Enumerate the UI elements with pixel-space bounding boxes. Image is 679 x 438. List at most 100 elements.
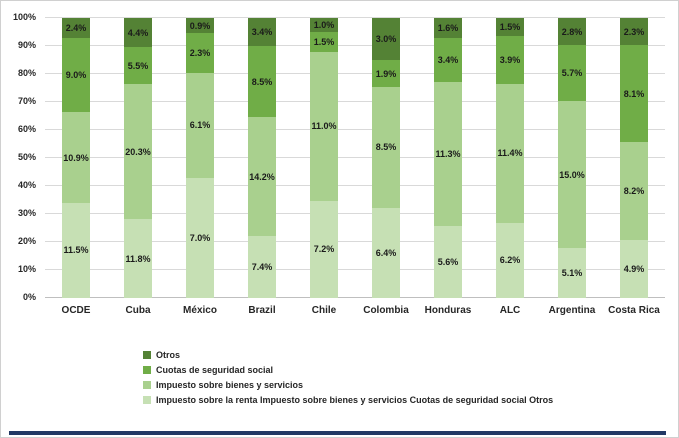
- data-label: 3.4%: [437, 55, 459, 66]
- legend-swatch: [143, 396, 151, 404]
- data-label: 7.0%: [189, 232, 211, 243]
- data-label: 0.9%: [189, 20, 211, 31]
- data-label: 2.8%: [561, 26, 583, 37]
- data-label: 8.2%: [623, 185, 645, 196]
- gridline: [45, 185, 665, 186]
- gridline: [45, 269, 665, 270]
- data-label: 6.4%: [375, 247, 397, 258]
- legend-swatch: [143, 366, 151, 374]
- x-tick-label: ALC: [499, 305, 521, 316]
- bar-segment: [558, 101, 586, 249]
- data-label: 6.2%: [499, 255, 521, 266]
- bar-segment: [186, 177, 214, 298]
- y-tick-label: 40%: [17, 180, 36, 190]
- data-label: 4.9%: [623, 263, 645, 274]
- legend-label: Impuesto sobre bienes y servicios: [156, 380, 304, 390]
- y-tick-label: 20%: [17, 236, 36, 246]
- x-tick-label: Cuba: [125, 305, 151, 316]
- y-tick-label: 80%: [17, 68, 36, 78]
- plot-area: 11.5% 10.9% 9.0% 2.4% 11.8% 20.3% 5.5% 4.4% 7.0%…: [45, 17, 665, 298]
- bar-column: 11.8% 20.3% 5.5% 4.4%: [107, 18, 169, 298]
- data-label: 8.5%: [251, 76, 273, 87]
- legend-item: Otros: [143, 350, 553, 360]
- gridline: [45, 241, 665, 242]
- data-label: 1.5%: [499, 22, 521, 33]
- bar-segment: [620, 239, 648, 298]
- data-label: 11.8%: [125, 253, 151, 264]
- bar-segment: [248, 46, 276, 118]
- bar-segment: [496, 222, 524, 298]
- bar-column: 5.6% 11.3% 3.4% 1.6%: [417, 18, 479, 298]
- legend-item: Cuotas de seguridad social: [143, 365, 553, 375]
- bar-segment: [620, 18, 648, 46]
- x-tick-label: Colombia: [363, 305, 409, 316]
- bar-segment: [248, 117, 276, 237]
- y-tick-label: 50%: [17, 152, 36, 162]
- x-tick-label: Chile: [311, 305, 337, 316]
- bar-segment: [62, 202, 90, 298]
- y-tick-label: 70%: [17, 96, 36, 106]
- y-axis: 0% 10% 20% 30% 40% 50% 60% 70% 80% 90% 100%: [1, 12, 41, 302]
- data-label: 8.1%: [623, 88, 645, 99]
- bar-segment: [310, 18, 338, 32]
- legend-label: Cuotas de seguridad social: [156, 365, 274, 375]
- data-label: 11.0%: [311, 121, 337, 132]
- x-tick-label: México: [183, 305, 217, 316]
- gridline: [45, 73, 665, 74]
- gridline: [45, 213, 665, 214]
- bar-column: 4.9% 8.2% 8.1% 2.3%: [603, 18, 665, 298]
- data-label: 9.0%: [65, 70, 87, 81]
- bar-segment: [310, 51, 338, 201]
- x-axis: OCDE Cuba México Brazil Chile Colombia Hondura…: [45, 305, 665, 317]
- bar-segment: [62, 18, 90, 38]
- data-label: 6.1%: [189, 120, 211, 131]
- data-label: 1.6%: [437, 23, 459, 34]
- bar-segment: [434, 81, 462, 227]
- data-label: 11.4%: [497, 148, 523, 159]
- gridline: [45, 45, 665, 46]
- bars: 11.5% 10.9% 9.0% 2.4% 11.8% 20.3% 5.5% 4.4% 7.0%…: [45, 18, 665, 298]
- data-label: 7.4%: [251, 262, 273, 273]
- data-label: 3.0%: [375, 34, 397, 45]
- bar-segment: [620, 45, 648, 142]
- x-tick-label: Argentina: [548, 305, 596, 316]
- data-label: 2.4%: [65, 22, 87, 33]
- legend-label: Otros: [156, 350, 181, 360]
- bar-segment: [310, 31, 338, 52]
- bar-segment: [186, 33, 214, 73]
- legend: Otros Cuotas de seguridad social Impuesto …: [143, 350, 553, 410]
- gridline: [45, 101, 665, 102]
- x-tick-label: Brazil: [248, 305, 276, 316]
- data-label: 8.5%: [375, 142, 397, 153]
- data-label: 2.3%: [189, 48, 211, 59]
- y-tick-label: 0%: [22, 292, 36, 302]
- bar-column: 7.2% 11.0% 1.5% 1.0%: [293, 18, 355, 298]
- gridline: [45, 17, 665, 18]
- bar-segment: [372, 60, 400, 88]
- data-label: 14.2%: [249, 171, 275, 182]
- data-label: 4.4%: [127, 27, 149, 38]
- bar-segment: [496, 36, 524, 84]
- bar-segment: [434, 18, 462, 39]
- x-tick-label: Honduras: [424, 305, 472, 316]
- bar-segment: [434, 226, 462, 298]
- gridline: [45, 157, 665, 158]
- legend-item: Impuesto sobre bienes y servicios: [143, 380, 553, 390]
- x-tick-label: OCDE: [61, 305, 91, 316]
- bar-segment: [124, 47, 152, 84]
- bar-segment: [62, 37, 90, 113]
- bar-segment: [62, 112, 90, 203]
- data-label: 1.5%: [313, 36, 335, 47]
- gridlines: [45, 17, 665, 298]
- bar-segment: [496, 83, 524, 223]
- data-label: 3.4%: [251, 27, 273, 38]
- gridline: [45, 297, 665, 298]
- data-label: 3.9%: [499, 55, 521, 65]
- bar-column: 7.0% 6.1% 2.3% 0.9%: [169, 18, 231, 298]
- bar-segment: [434, 38, 462, 82]
- data-label: 5.7%: [561, 68, 583, 79]
- bar-segment: [558, 18, 586, 46]
- data-label: 10.9%: [63, 152, 89, 163]
- y-tick-label: 30%: [17, 208, 36, 218]
